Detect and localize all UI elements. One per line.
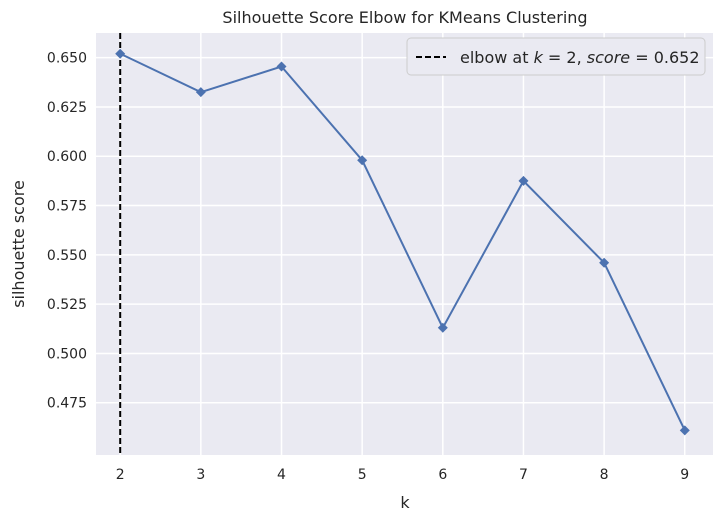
chart-title: Silhouette Score Elbow for KMeans Cluste…	[222, 8, 587, 27]
data-point	[518, 175, 529, 186]
x-tick-label: 2	[116, 467, 125, 483]
data-point	[276, 61, 287, 72]
data-point	[679, 425, 690, 436]
x-tick-labels: 2 3 4 5 6 7 8 9	[116, 467, 689, 483]
legend-score-value: = 0.652	[630, 48, 699, 67]
y-tick-label: 0.600	[47, 149, 87, 165]
y-tick-label: 0.625	[47, 100, 87, 116]
data-point	[437, 322, 448, 333]
legend-prefix: elbow at	[460, 48, 534, 67]
x-tick-label: 6	[438, 467, 447, 483]
data-point	[115, 48, 126, 59]
y-axis-label: silhouette score	[9, 180, 28, 308]
x-tick-label: 4	[277, 467, 286, 483]
y-tick-label: 0.550	[47, 248, 87, 264]
legend-k-symbol: k	[534, 48, 544, 67]
series	[115, 48, 690, 436]
y-tick-label: 0.525	[47, 297, 87, 313]
legend: elbow at k = 2, score = 0.652	[406, 37, 706, 76]
data-point	[357, 155, 368, 166]
series-line	[119, 52, 686, 431]
x-tick-label: 8	[600, 467, 609, 483]
legend-label: elbow at k = 2, score = 0.652	[460, 48, 700, 67]
y-tick-label: 0.475	[47, 396, 87, 412]
y-tick-label: 0.500	[47, 346, 87, 362]
data-point	[599, 257, 610, 268]
legend-score-symbol: score	[587, 48, 631, 67]
x-tick-label: 3	[196, 467, 205, 483]
x-tick-label: 5	[358, 467, 367, 483]
y-tick-labels: 0.475 0.500 0.525 0.550 0.575 0.600 0.625 0.650	[47, 51, 87, 412]
grid	[96, 33, 713, 455]
plot-area	[96, 33, 713, 455]
x-tick-label: 7	[519, 467, 528, 483]
y-tick-label: 0.650	[47, 51, 87, 67]
legend-box	[406, 37, 706, 76]
x-axis-label: k	[400, 493, 410, 512]
y-tick-label: 0.575	[47, 199, 87, 215]
data-point	[195, 87, 206, 98]
x-tick-label: 9	[680, 467, 689, 483]
legend-k-value: = 2,	[543, 48, 587, 67]
